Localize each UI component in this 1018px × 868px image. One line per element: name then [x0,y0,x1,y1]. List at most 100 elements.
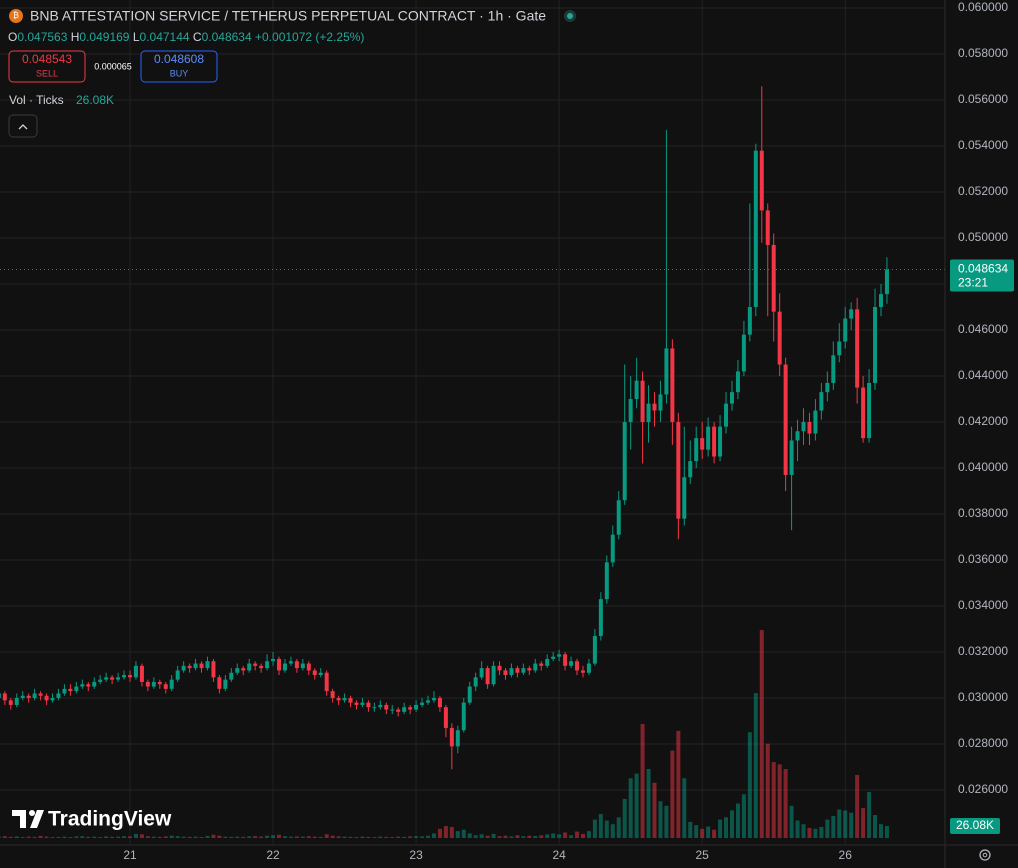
candle-body [527,668,532,671]
close-label: C [193,30,202,44]
candle-body [104,677,109,680]
volume-bar [431,833,436,838]
candle-body [706,426,711,450]
volume-bar [372,837,377,838]
volume-indicator[interactable]: Vol · Ticks [9,93,64,107]
volume-bar [187,836,192,838]
volume-bar [849,812,854,838]
axes: 0.026000 0.028000 0.030000 0.032000 0.034000… [123,0,1008,862]
volume-bar [664,805,669,838]
volume-bar [706,826,711,838]
volume-bar [62,836,67,838]
volume-bar [50,837,55,838]
candle-body [849,309,854,319]
symbol-icon[interactable] [9,9,23,23]
volume-bar [116,836,121,838]
volume-bar [229,836,234,838]
candle-body [2,693,7,701]
symbol-title[interactable]: BNB ATTESTATION SERVICE / TETHERUS PERPE… [30,8,546,24]
candle-body [384,704,389,710]
volume-bar [265,835,270,838]
volume-bar [563,832,568,838]
y-tick-label: 0.052000 [958,184,1008,198]
candle-body [592,635,597,664]
last-price-label: 0.048634 [958,262,1008,276]
volume-bar [420,836,425,838]
sell-button[interactable] [8,50,86,83]
volume-bar [598,814,603,838]
buy-button[interactable] [140,50,218,83]
volume-bar [288,836,293,838]
volume-bar [652,782,657,838]
volume-value: 26.08K [76,93,114,107]
symbol-icon-glyph: ₿ [13,11,19,20]
candle-body [843,318,848,342]
volume-bar [682,778,687,838]
close-value: 0.048634 [202,30,252,44]
y-tick-label: 0.028000 [958,736,1008,750]
candle-body [551,656,556,659]
candle-body [682,477,687,519]
candle-body [324,672,329,692]
volume-bar [348,836,353,838]
candle-body [68,688,73,692]
volume-bar [426,835,431,838]
volume-bar [855,774,860,838]
collapse-button[interactable] [8,114,38,138]
x-tick-label: 26 [839,848,853,862]
volume-bar [789,805,794,838]
volume-bar [437,828,442,838]
candle-body [145,681,150,687]
volume-bar [122,836,127,838]
candle-body [598,599,603,636]
y-tick-label: 0.044000 [958,368,1008,382]
candle-body [652,403,657,411]
candle-body [634,380,639,400]
candle-body [86,684,91,687]
volume-bar [20,837,25,838]
candle-body [473,677,478,687]
candle-body [336,698,341,701]
settings-icon[interactable] [979,849,991,861]
open-label: O [8,30,17,44]
y-tick-label: 0.050000 [958,230,1008,244]
volume-bar [342,836,347,838]
volume-bar [247,836,252,838]
candle-body [133,665,138,678]
candle-body [795,431,800,441]
volume-bar [443,826,448,838]
candle-body [56,693,61,699]
candle-body [408,707,413,710]
y-tick-label: 0.060000 [958,0,1008,14]
candle-body [753,150,758,308]
volume-bar [455,831,460,838]
candle-body [437,698,442,708]
volume-bar [884,826,889,838]
candle-body [426,700,431,703]
volume-bar [747,732,752,838]
candle-body [390,709,395,711]
volume-bar [277,834,281,838]
candle-body [175,670,180,680]
candle-body [169,679,174,689]
candle-body [127,675,132,678]
volume-bar [360,836,365,838]
candle-body [545,658,550,666]
candle-body [515,668,520,673]
candle-body [700,438,705,450]
sell-label: SELL [36,68,58,78]
candle-body [247,663,252,671]
volume-bar [867,792,872,838]
candle-body [38,693,43,696]
candle-body [491,665,496,685]
candle-body [342,698,347,701]
volume-bar [193,836,198,838]
candle-body [759,150,764,211]
y-tick-label: 0.026000 [958,782,1008,796]
volume-bar [56,836,61,838]
candle-body [616,500,621,535]
candle-body [557,654,562,657]
change-percent: (+2.25%) [315,30,364,44]
